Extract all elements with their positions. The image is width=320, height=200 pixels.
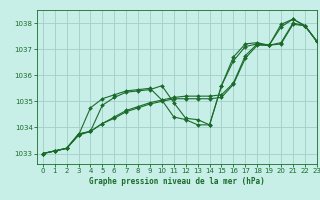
X-axis label: Graphe pression niveau de la mer (hPa): Graphe pression niveau de la mer (hPa)	[89, 177, 265, 186]
